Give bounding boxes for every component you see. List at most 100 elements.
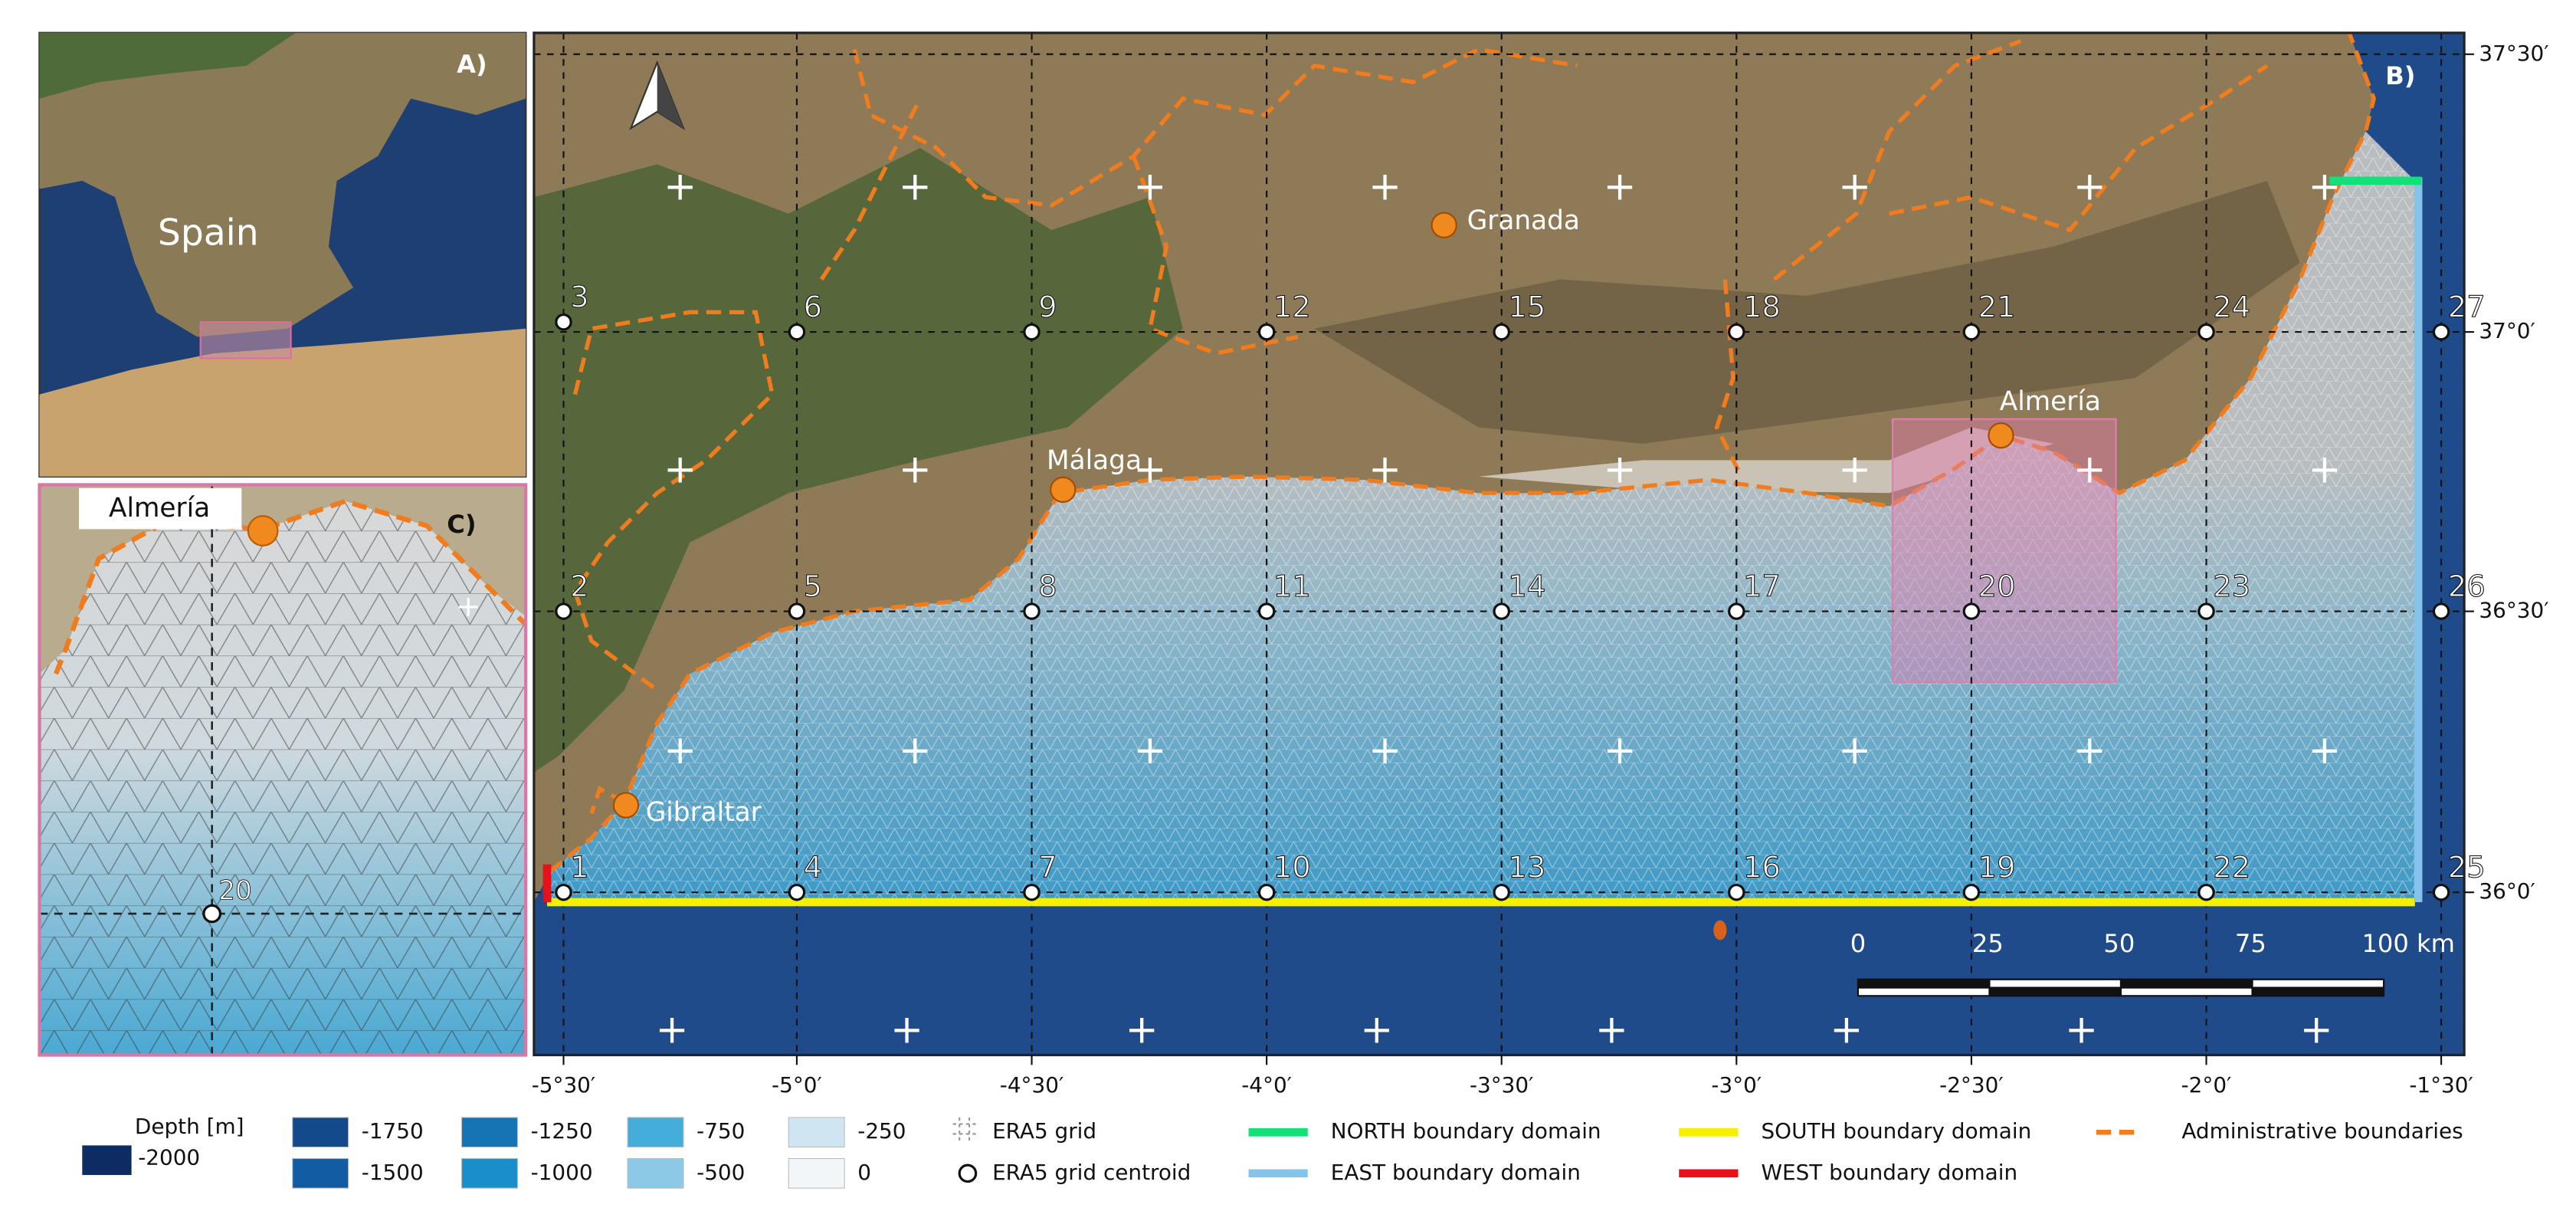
legend-grid-icon (952, 1117, 976, 1141)
x-tick-label: -5°0′ (772, 1072, 822, 1098)
admin-boundary (819, 97, 923, 281)
centroid (1962, 602, 1981, 620)
scale-segment (2119, 978, 2253, 989)
admin-boundary (1772, 39, 2022, 281)
depth-label: -1750 (362, 1118, 424, 1144)
grid-cross: + (890, 1006, 923, 1052)
centroid-label: 11 (1273, 569, 1311, 604)
centroid-label: 20 (1978, 569, 2015, 604)
centroid (788, 323, 806, 341)
depth-swatch (788, 1157, 845, 1189)
grid-cross: + (2300, 1006, 2333, 1052)
y-tick-label: 36°30′ (2479, 598, 2548, 623)
centroid (2197, 602, 2215, 620)
centroid (1023, 883, 1041, 901)
scale-label: 50 (2103, 929, 2135, 958)
city-label: Málaga (1047, 445, 1142, 476)
legend-label: NORTH boundary domain (1331, 1118, 1601, 1144)
grid-cross: + (1133, 164, 1166, 210)
centroid-label: 22 (2213, 851, 2250, 885)
centroid (1493, 883, 1510, 901)
panel-label: C) (447, 510, 476, 539)
place-box (79, 487, 242, 530)
x-tick-label: -2°30′ (1939, 1072, 2003, 1098)
grid-cross: + (2073, 727, 2106, 773)
city-marker (612, 792, 640, 819)
grid-cross: + (1368, 164, 1401, 210)
scale-label: 0 (1850, 929, 1866, 958)
centroid (1962, 323, 1981, 341)
legend-label: WEST boundary domain (1761, 1160, 2017, 1185)
city-marker (1988, 422, 2014, 449)
x-tick-label: -2°0′ (2181, 1072, 2232, 1098)
admin-boundary (852, 47, 1578, 208)
centroid-label: 8 (1038, 569, 1057, 604)
centroid-label: 7 (1038, 851, 1057, 885)
panel-label: B) (2385, 61, 2415, 90)
legend-label: ERA5 grid centroid (992, 1160, 1191, 1185)
centroid (555, 883, 572, 901)
grid-cross: + (1133, 727, 1166, 773)
centroid-label: 2 (570, 569, 589, 604)
legend-centroid-icon (958, 1164, 978, 1183)
scale-segment (2251, 978, 2385, 989)
centroid-label: 24 (2213, 290, 2250, 325)
grid-cross: + (664, 727, 696, 773)
mesh-lines (550, 131, 2415, 903)
centroid (1257, 323, 1276, 341)
x-tick-label: -4°0′ (1241, 1072, 1292, 1098)
centroid-label: 1 (570, 851, 589, 885)
centroid-label: 4 (804, 851, 823, 885)
grid-cross: + (1126, 1006, 1159, 1052)
study-area-box (199, 321, 292, 359)
island (1713, 920, 1727, 940)
grid-cross: + (1838, 727, 1871, 773)
panel-a-land (39, 32, 526, 337)
grid-cross: + (1133, 446, 1166, 492)
grid-cross: + (655, 1006, 688, 1052)
grid-cross: + (1604, 164, 1637, 210)
x-tick-label: -5°30′ (532, 1072, 595, 1098)
centroid (1023, 323, 1041, 341)
centroid (788, 602, 806, 620)
scale-label: 100 km (2361, 929, 2455, 958)
city-label: Granada (1467, 205, 1580, 236)
depth-swatch (292, 1157, 349, 1189)
centroid (555, 313, 572, 331)
scale-segment (2119, 986, 2253, 997)
centroid-label: 21 (1978, 290, 2015, 325)
depth-label: -500 (696, 1160, 745, 1185)
panel-c-frame (38, 483, 528, 1057)
grid-cross: + (2073, 446, 2106, 492)
scale-segment (1857, 986, 1991, 997)
centroid (1257, 883, 1276, 901)
legend-label: ERA5 grid (992, 1118, 1096, 1144)
depth-swatch (82, 1145, 132, 1175)
centroid (2197, 323, 2215, 341)
place-label: Almería (109, 493, 210, 524)
grid-cross: + (1368, 727, 1401, 773)
centroid (2197, 883, 2215, 901)
depth-swatch (461, 1157, 518, 1189)
north-arrow-shade (657, 62, 684, 129)
grid-cross: + (664, 446, 696, 492)
scale-label: 25 (1972, 929, 2004, 958)
city-marker (1050, 476, 1077, 504)
depth-swatch (461, 1117, 518, 1148)
centroid-label: 10 (1273, 851, 1311, 885)
centroid-label: 17 (1743, 569, 1781, 604)
admin-boundary (1889, 64, 2269, 233)
centroid-label: 13 (1508, 851, 1545, 885)
centroid-label: 15 (1508, 290, 1545, 325)
grid-cross: + (2308, 164, 2341, 210)
depth-label: -750 (696, 1118, 745, 1144)
city-marker (1431, 212, 1457, 238)
centroid (202, 904, 222, 924)
centroid-label: 27 (2448, 290, 2486, 325)
grid-cross: + (664, 164, 696, 210)
x-tick-label: -4°30′ (1000, 1072, 1064, 1098)
centroid (1728, 883, 1745, 901)
legend-label: SOUTH boundary domain (1761, 1118, 2031, 1144)
